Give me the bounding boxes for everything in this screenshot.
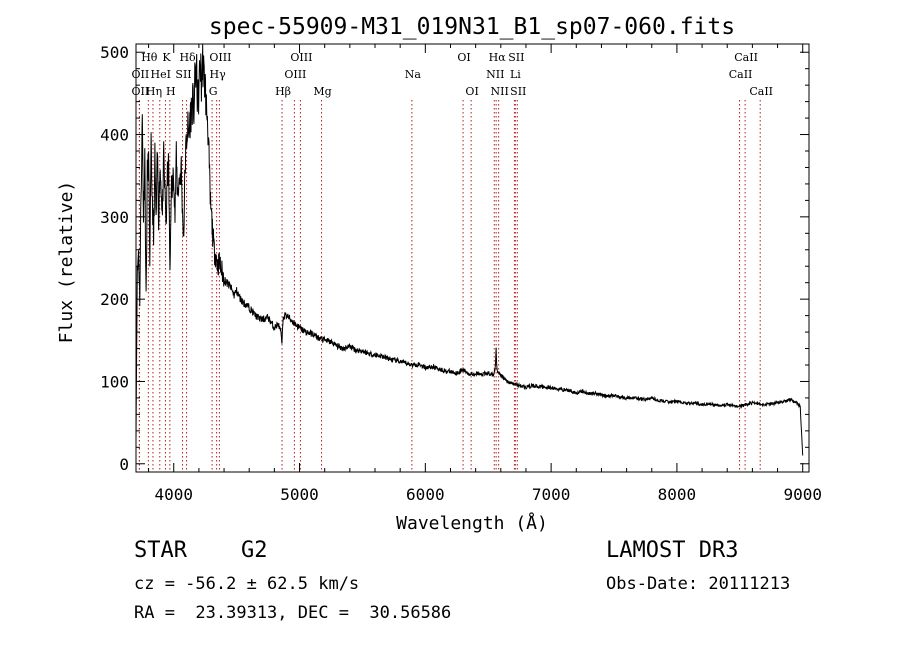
x-tick-label: 5000 bbox=[280, 485, 319, 504]
line-label: OI bbox=[457, 51, 470, 64]
x-tick-label: 4000 bbox=[154, 485, 193, 504]
line-label: Hδ bbox=[179, 51, 196, 64]
y-tick-labels: 0 100 200 300 400 500 bbox=[100, 43, 129, 474]
line-label: CaII bbox=[749, 85, 773, 98]
plot-frame bbox=[135, 43, 810, 473]
line-label: Mg bbox=[313, 85, 331, 98]
line-label: Na bbox=[405, 68, 422, 81]
object-class: STAR bbox=[134, 538, 187, 563]
line-label: K bbox=[162, 51, 171, 64]
line-label: SII bbox=[508, 51, 524, 64]
y-axis-label: Flux (relative) bbox=[56, 181, 77, 344]
line-label: NII bbox=[491, 85, 509, 98]
line-label: NII bbox=[486, 68, 504, 81]
line-label: G bbox=[209, 85, 218, 98]
line-label: SII bbox=[510, 85, 526, 98]
redshift-cz: cz = -56.2 ± 62.5 km/s bbox=[134, 574, 360, 594]
y-tick-label: 400 bbox=[100, 126, 129, 145]
x-tick-label: 7000 bbox=[532, 485, 571, 504]
spectrum-line bbox=[135, 43, 804, 456]
line-label: CaII bbox=[734, 51, 758, 64]
x-tick-label: 8000 bbox=[658, 485, 697, 504]
line-label: OIII bbox=[209, 51, 231, 64]
line-label: CaII bbox=[729, 68, 753, 81]
y-tick-label: 500 bbox=[100, 43, 129, 62]
observation-date: Obs-Date: 20111213 bbox=[606, 574, 791, 594]
spectrum-series bbox=[135, 43, 804, 456]
y-tick-label: 300 bbox=[100, 208, 129, 227]
line-label: Hβ bbox=[275, 85, 291, 98]
line-label: Hα bbox=[489, 51, 507, 64]
y-tick-label: 0 bbox=[119, 455, 129, 474]
line-label: Li bbox=[510, 68, 521, 81]
object-subclass: G2 bbox=[241, 538, 268, 563]
spectral-line-markers bbox=[138, 100, 761, 472]
line-label: SII bbox=[175, 68, 191, 81]
y-tick-label: 200 bbox=[100, 290, 129, 309]
line-label: Hγ bbox=[210, 68, 227, 81]
x-tick-label: 6000 bbox=[406, 485, 445, 504]
x-axis-label: Wavelength (Å) bbox=[396, 512, 548, 534]
y-tick-label: 100 bbox=[100, 372, 129, 391]
x-tick-labels: 4000 5000 6000 7000 8000 9000 bbox=[154, 485, 822, 504]
chart-title: spec-55909-M31_019N31_B1_sp07-060.fits bbox=[209, 14, 735, 40]
axis-ticks bbox=[136, 44, 809, 472]
line-label: Hθ bbox=[141, 51, 158, 64]
line-label: Hη bbox=[146, 85, 162, 98]
line-label: OI bbox=[465, 85, 478, 98]
survey-name: LAMOST DR3 bbox=[606, 538, 739, 563]
line-label: H bbox=[166, 85, 176, 98]
line-label: OIII bbox=[284, 68, 306, 81]
line-label: HeI bbox=[151, 68, 171, 81]
x-tick-label: 9000 bbox=[783, 485, 822, 504]
line-label: OIII bbox=[290, 51, 312, 64]
line-label: OII bbox=[132, 68, 150, 81]
ra-dec: RA = 23.39313, DEC = 30.56586 bbox=[134, 603, 452, 623]
